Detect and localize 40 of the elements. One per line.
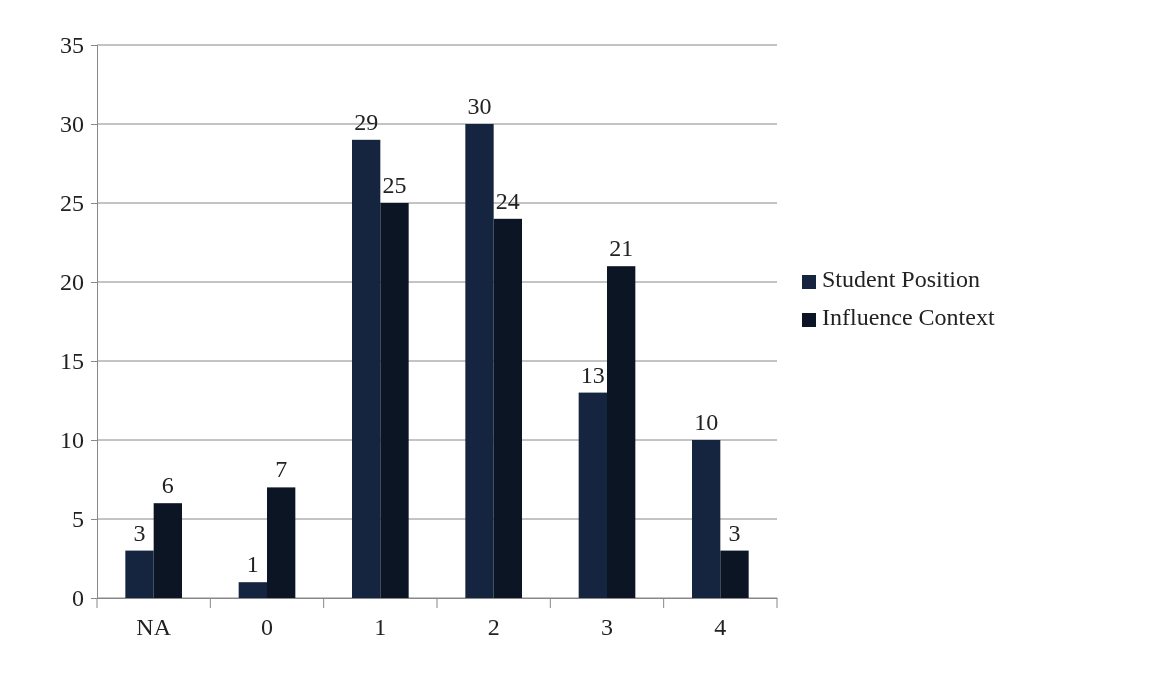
x-tick-label: 3 [601, 614, 613, 641]
data-label: 10 [694, 409, 719, 435]
y-tick-label: 35 [60, 32, 84, 59]
bar [352, 139, 381, 598]
bar [607, 266, 636, 598]
data-label: 1 [246, 551, 259, 578]
bar [153, 503, 182, 598]
data-label: 3 [133, 519, 146, 546]
bar [380, 203, 409, 598]
data-label: 7 [275, 456, 288, 483]
bar [267, 487, 296, 598]
y-tick-label: 15 [60, 348, 84, 375]
legend-label: Influence Context [822, 304, 995, 330]
x-tick-label: 1 [374, 614, 387, 641]
y-tick-label: 0 [72, 585, 84, 612]
legend-label: Student Position [822, 266, 981, 292]
data-label: 13 [580, 361, 605, 388]
y-tick-label: 20 [60, 269, 84, 296]
bar [493, 218, 522, 598]
x-tick-label: 4 [714, 614, 727, 641]
data-label: 3 [728, 519, 741, 546]
data-label: 6 [161, 472, 174, 499]
x-tick-label: 2 [487, 614, 500, 641]
bar [692, 440, 721, 598]
data-label: 24 [495, 187, 520, 214]
data-label: 21 [609, 235, 634, 262]
y-tick-label: 30 [60, 111, 84, 138]
bar [125, 550, 154, 598]
data-label: 25 [382, 172, 407, 198]
data-label: 29 [354, 108, 379, 135]
bar [720, 550, 749, 598]
x-tick-label: NA [136, 614, 172, 641]
y-tick-label: 10 [60, 427, 84, 454]
bar [465, 124, 494, 598]
y-tick-label: 25 [60, 190, 84, 217]
x-tick-label: 0 [261, 614, 273, 641]
data-label: 30 [467, 93, 492, 119]
bar [578, 392, 607, 598]
bar [238, 582, 267, 598]
y-tick-label: 5 [72, 506, 84, 533]
